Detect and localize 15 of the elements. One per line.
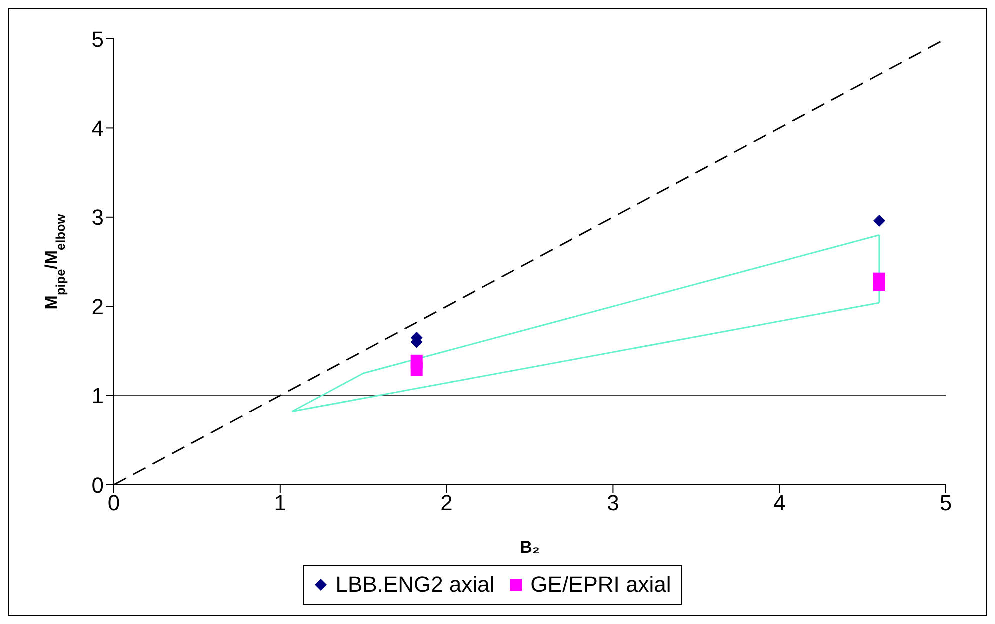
x-tick-label: 0 (108, 490, 120, 516)
x-tick-label: 3 (607, 490, 620, 516)
x-tick-label: 2 (440, 490, 453, 516)
x-tick-label: 5 (940, 490, 952, 516)
x-axis-title: B₂ (520, 538, 540, 557)
x-tick-label: 4 (773, 490, 786, 516)
x-tick-label: 1 (274, 490, 287, 516)
legend-label: LBB.ENG2 axial (336, 572, 495, 598)
y-tick-label: 1 (92, 384, 104, 409)
y-tick-label: 4 (92, 116, 104, 142)
y-tick-label: 3 (92, 205, 104, 230)
y-tick-label: 5 (92, 26, 104, 52)
y-tick-label: 0 (92, 472, 104, 498)
y-tick-label: 2 (92, 294, 104, 320)
legend-label: GE/EPRI axial (530, 572, 672, 598)
